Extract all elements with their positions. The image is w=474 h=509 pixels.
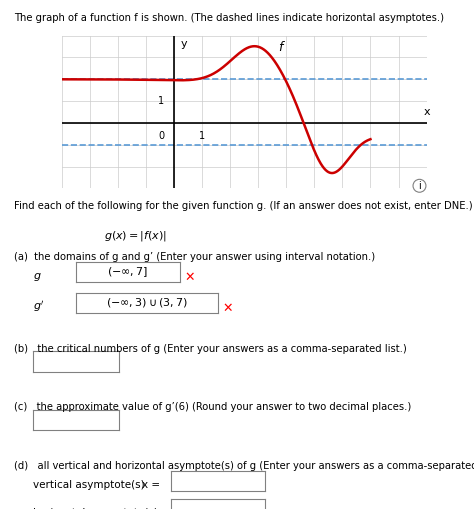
Text: f: f [278,41,282,54]
Text: 1: 1 [199,130,205,140]
Text: 1: 1 [158,96,164,106]
Text: g: g [33,271,40,281]
Text: ✕: ✕ [223,301,233,315]
Text: (a)  the domains of g and g’ (Enter your answer using interval notation.): (a) the domains of g and g’ (Enter your … [14,252,375,262]
Text: (b)   the critical numbers of g (Enter your answers as a comma-separated list.): (b) the critical numbers of g (Enter you… [14,344,407,354]
Text: Find each of the following for the given function g. (If an answer does not exis: Find each of the following for the given… [14,201,473,211]
Text: y: y [181,39,188,49]
Text: ✕: ✕ [185,271,195,284]
Text: y =: y = [142,507,160,509]
Text: (c)   the approximate value of g’(6) (Round your answer to two decimal places.): (c) the approximate value of g’(6) (Roun… [14,402,411,412]
Text: (d)   all vertical and horizontal asymptote(s) of g (Enter your answers as a com: (d) all vertical and horizontal asymptot… [14,461,474,471]
Text: vertical asymptote(s): vertical asymptote(s) [33,479,145,490]
Text: 0: 0 [158,130,164,140]
Text: $(-\infty, 3) \cup (3, 7)$: $(-\infty, 3) \cup (3, 7)$ [106,296,188,309]
Text: x =: x = [142,479,160,490]
Text: x: x [423,107,430,118]
Text: horizontal asymptote(s): horizontal asymptote(s) [33,507,158,509]
Text: The graph of a function f is shown. (The dashed lines indicate horizontal asympt: The graph of a function f is shown. (The… [14,13,444,23]
Text: $g(x) = |f(x)|$: $g(x) = |f(x)|$ [104,229,167,243]
Text: i: i [418,181,421,191]
Text: $(-\infty, 7]$: $(-\infty, 7]$ [108,265,148,279]
Text: $g'$: $g'$ [33,299,45,314]
